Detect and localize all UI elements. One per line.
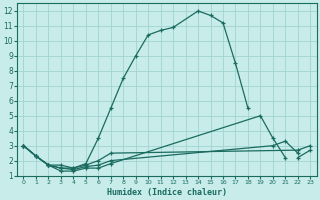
- X-axis label: Humidex (Indice chaleur): Humidex (Indice chaleur): [107, 188, 227, 197]
